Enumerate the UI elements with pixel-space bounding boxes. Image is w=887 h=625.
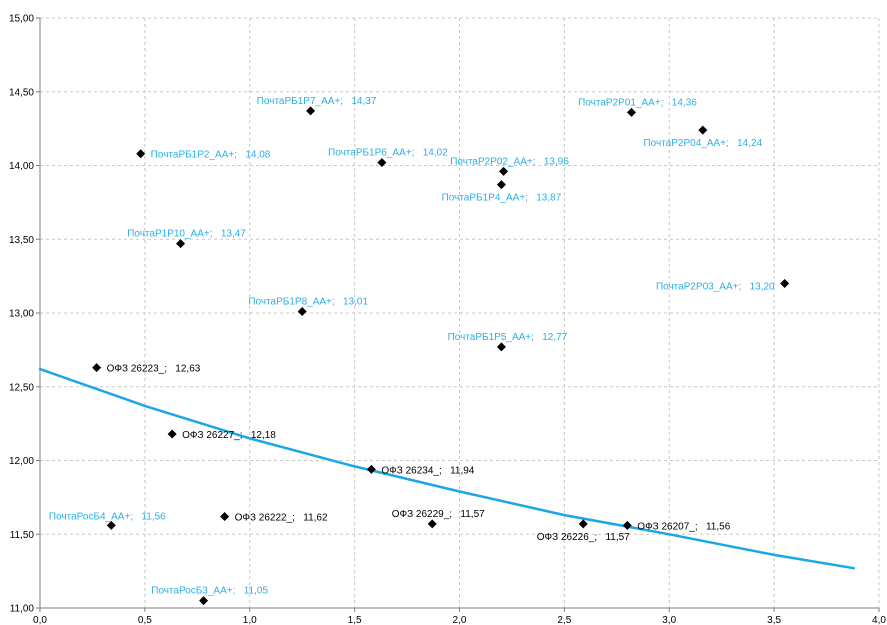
data-point-marker xyxy=(496,180,506,190)
data-point-label: ПочтаР2Р03_АА+; 13,20 xyxy=(656,282,775,293)
data-point-label: ОФЗ 26222_; 11,62 xyxy=(235,513,328,524)
data-point-label: ПочтаРБ1Р5_АА+; 12,77 xyxy=(448,332,568,343)
data-point-marker xyxy=(366,464,376,474)
data-point-marker xyxy=(199,596,209,606)
data-point-label: ПочтаРБ1Р6_АА+; 14,02 xyxy=(328,148,448,159)
y-tick-label: 12,00 xyxy=(9,456,34,467)
x-tick-label: 2,0 xyxy=(453,615,467,625)
y-tick-label: 11,50 xyxy=(10,530,35,541)
data-point-marker xyxy=(136,149,146,159)
data-point-label: ПочтаРБ1Р2_АА+; 14,08 xyxy=(151,150,271,161)
data-point-label: ПочтаРБ1Р7_АА+; 14,37 xyxy=(257,96,377,107)
data-point-label: ПочтаР2Р04_АА+; 14,24 xyxy=(643,138,762,149)
data-point-marker xyxy=(698,125,708,135)
data-point-marker xyxy=(496,342,506,352)
x-tick-label: 4,0 xyxy=(872,615,886,625)
y-tick-label: 13,50 xyxy=(9,235,34,246)
y-tick-label: 15,00 xyxy=(9,14,34,25)
data-point-marker xyxy=(622,520,632,530)
x-tick-label: 3,0 xyxy=(662,615,676,625)
data-point-marker xyxy=(499,166,509,176)
y-tick-label: 14,50 xyxy=(9,87,34,98)
data-point-marker xyxy=(92,363,102,373)
data-point-label: ОФЗ 26234_; 11,94 xyxy=(381,465,474,476)
data-point-marker xyxy=(306,106,316,116)
data-point-label: ПочтаР1Р10_АА+; 13,47 xyxy=(127,229,246,240)
data-point-marker xyxy=(626,107,636,117)
data-point-label: ОФЗ 26223_; 12,63 xyxy=(107,364,201,375)
data-point-marker xyxy=(220,512,230,522)
data-point-label: ОФЗ 26207_; 11,56 xyxy=(637,521,730,532)
label-layer: ПочтаРБ1Р2_АА+; 14,08 ПочтаРБ1Р7_АА+; 14,… xyxy=(49,96,775,597)
trend-layer xyxy=(38,367,856,570)
data-point-label: ОФЗ 26229_; 11,57 xyxy=(392,509,485,520)
data-point-label: ПочтаРБ1Р8_АА+; 13,01 xyxy=(248,297,368,308)
data-point-label: ПочтаРосБ3_АА+; 11,05 xyxy=(151,586,268,597)
axis-layer: 0,0 0,5 1,0 1,5 2,0 2,5 3,0 3,5 4,0 11,00 11,50 12,… xyxy=(9,14,886,625)
x-tick-label: 0,5 xyxy=(138,615,152,625)
data-point-marker xyxy=(106,520,116,530)
data-point-label: ОФЗ 26226_; 11,57 xyxy=(537,532,630,543)
data-point-label: ПочтаР2Р02_АА+; 13,96 xyxy=(450,156,569,167)
data-point-label: ПочтаР2Р01_АА+; 14,36 xyxy=(578,97,697,108)
data-point-marker xyxy=(176,239,186,249)
data-point-label: ПочтаРосБ4_АА+; 11,56 xyxy=(49,511,166,522)
y-tick-label: 14,00 xyxy=(9,161,34,172)
data-point-marker xyxy=(427,519,437,529)
grid-layer xyxy=(40,17,880,608)
y-tick-label: 13,00 xyxy=(9,309,34,320)
data-point-label: ПочтаРБ1Р4_АА+; 13,87 xyxy=(442,193,562,204)
data-point-marker xyxy=(297,307,307,317)
y-tick-label: 12,50 xyxy=(9,382,34,393)
data-point-marker xyxy=(780,279,790,288)
x-tick-label: 1,5 xyxy=(348,615,362,625)
data-point-label: ОФЗ 26227_; 12,18 xyxy=(182,430,276,441)
x-tick-label: 1,0 xyxy=(243,615,257,625)
x-tick-label: 3,5 xyxy=(767,615,781,625)
x-tick-label: 0,0 xyxy=(33,615,47,625)
data-point-marker xyxy=(377,158,387,168)
data-point-marker xyxy=(578,519,588,529)
y-tick-label: 11,00 xyxy=(10,604,35,615)
trend-line xyxy=(38,367,856,570)
data-point-marker xyxy=(167,429,177,439)
point-layer xyxy=(92,106,790,606)
x-tick-label: 2,5 xyxy=(557,615,571,625)
